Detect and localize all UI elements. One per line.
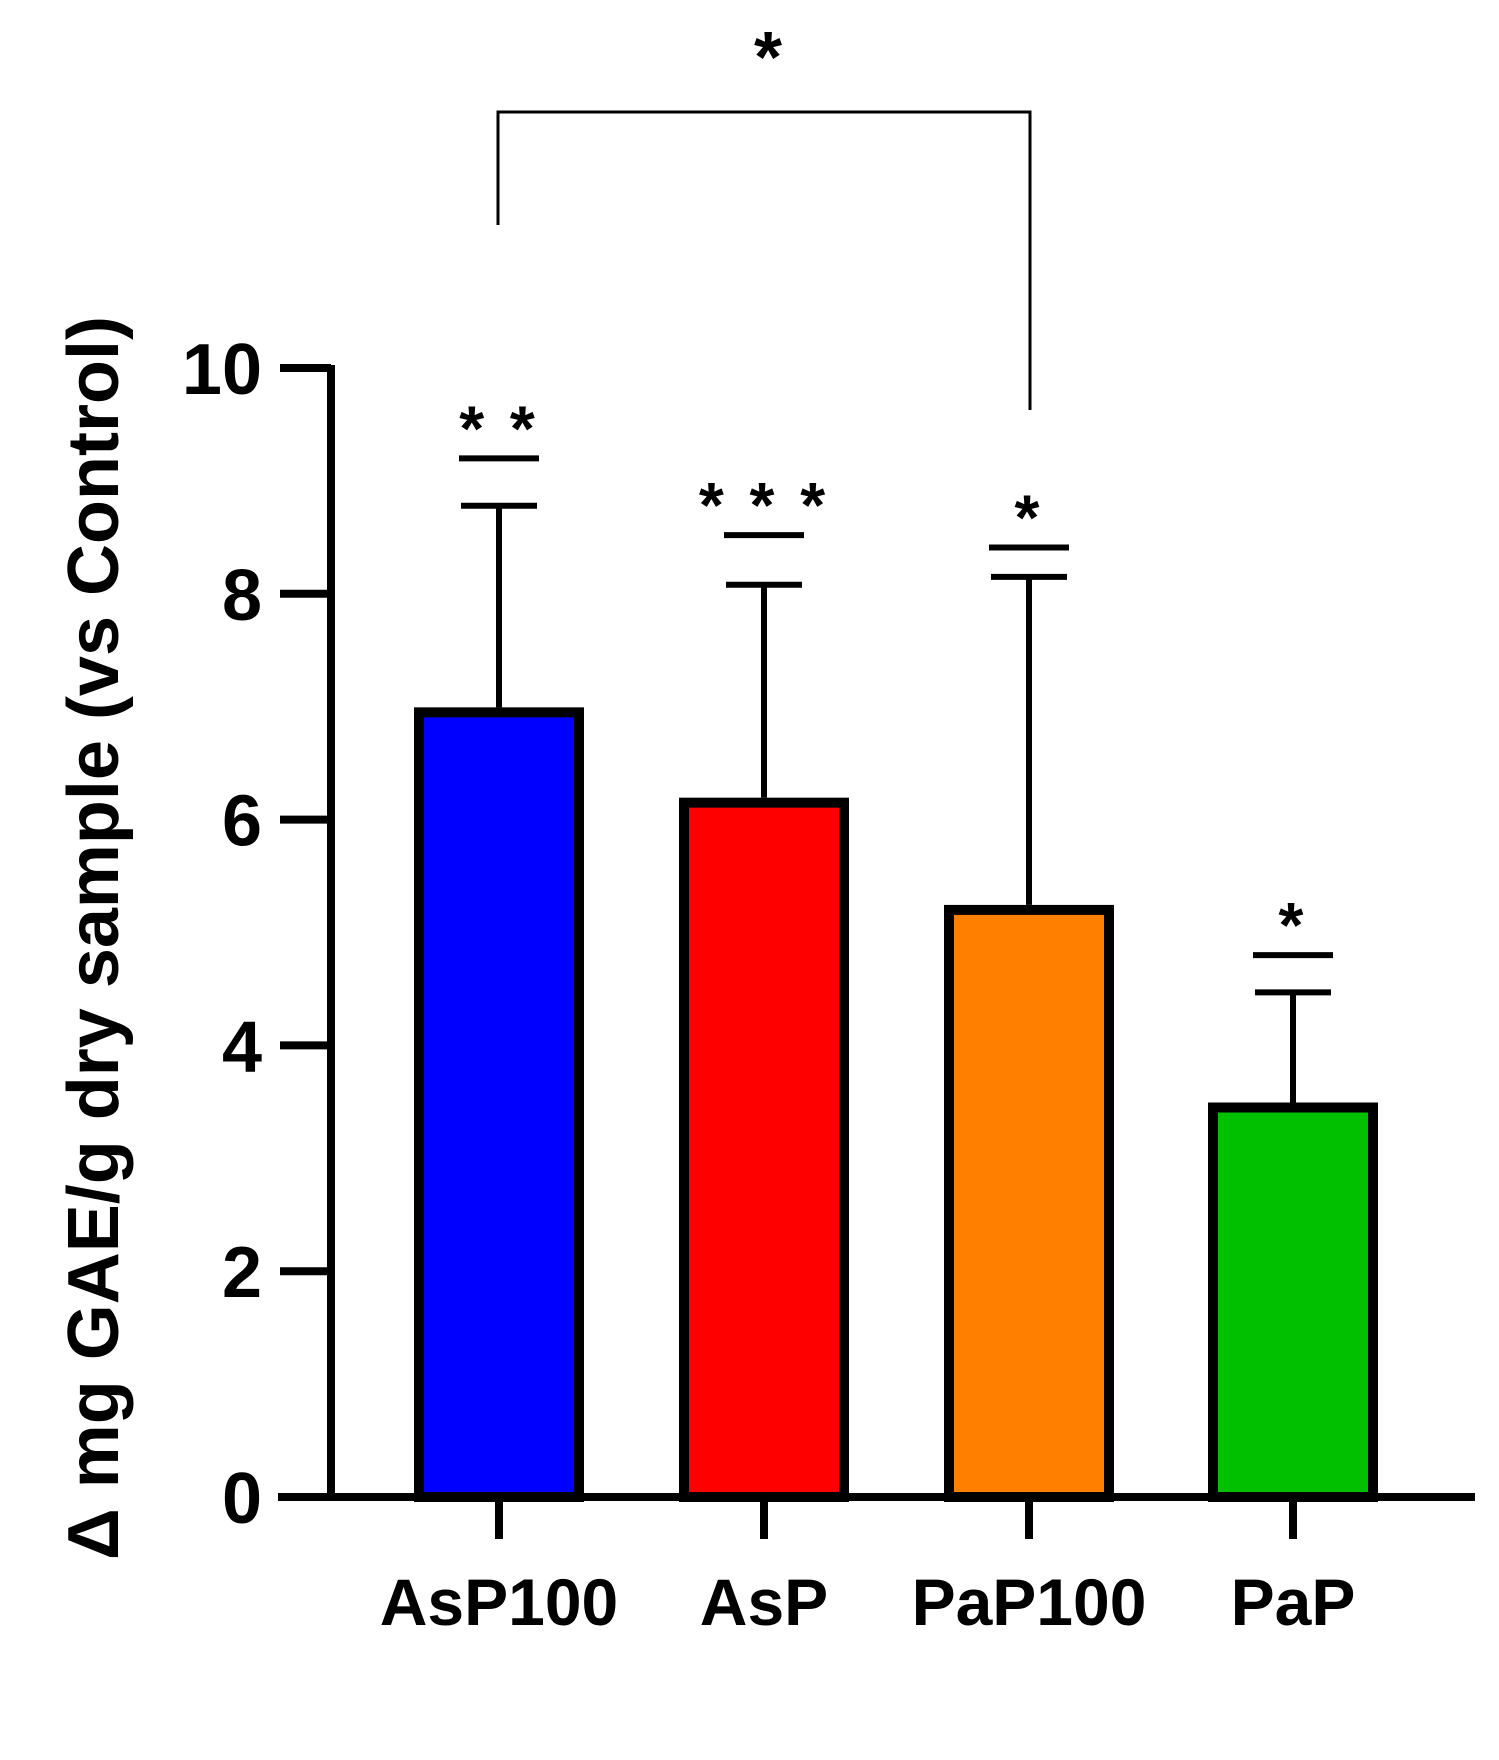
sig-marker-AsP: * * * xyxy=(699,469,829,541)
x-tick-label-AsP100: AsP100 xyxy=(380,1565,619,1639)
y-tick-label-1: 2 xyxy=(222,1233,262,1313)
bar-PaP100 xyxy=(944,904,1114,1502)
y-axis-title: Δ mg GAE/g dry sample (vs Control) xyxy=(54,316,134,1560)
y-tick-label-2: 4 xyxy=(222,1007,262,1087)
sig-marker-PaP: * xyxy=(1279,889,1308,961)
y-tick-label-3: 6 xyxy=(222,782,262,862)
x-tick-label-AsP: AsP xyxy=(700,1565,828,1639)
x-tick-label-PaP100: PaP100 xyxy=(912,1565,1147,1639)
comparison-bracket xyxy=(496,110,1032,410)
y-tick-label-0: 0 xyxy=(222,1459,262,1539)
comparison-marker: * xyxy=(754,18,782,98)
y-tick-label-4: 8 xyxy=(222,556,262,636)
bar-AsP xyxy=(679,797,849,1502)
bar-AsP100 xyxy=(414,707,584,1502)
x-tick-label-PaP: PaP xyxy=(1231,1565,1356,1639)
sig-marker-PaP100: * xyxy=(1015,482,1044,554)
bar-PaP xyxy=(1208,1102,1378,1502)
sig-marker-AsP100: * * xyxy=(459,392,539,464)
y-tick-label-5: 10 xyxy=(182,330,262,410)
